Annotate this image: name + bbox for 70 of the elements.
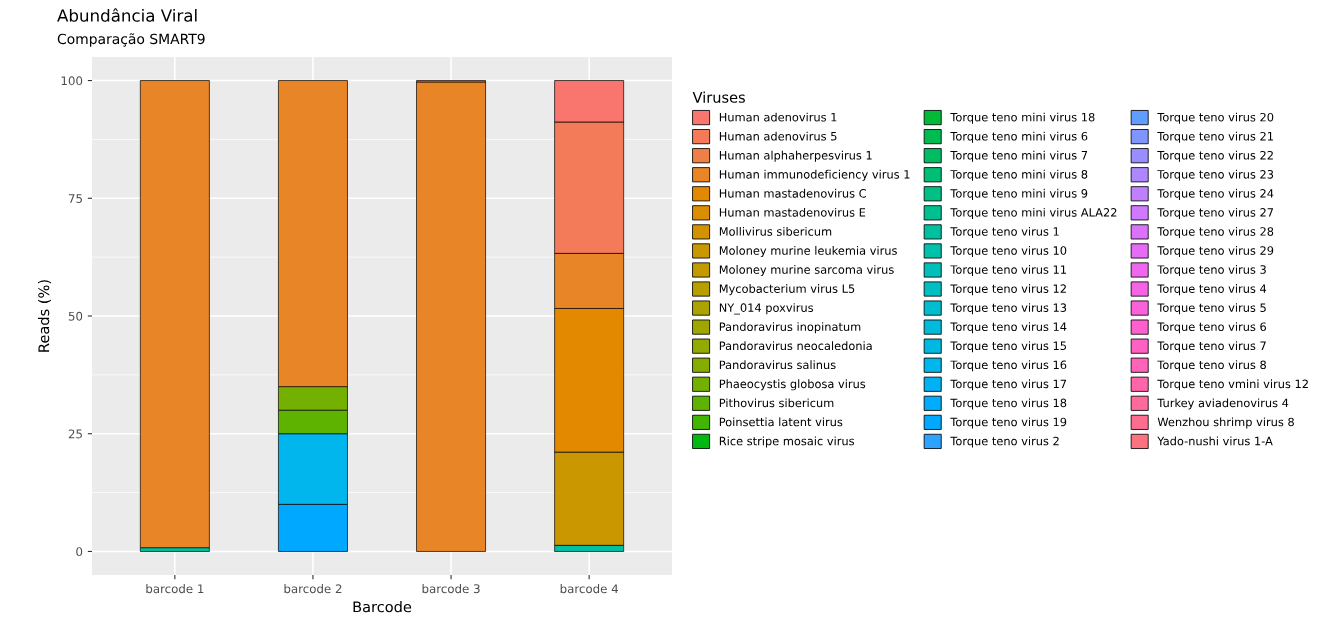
- legend-label: Moloney murine sarcoma virus: [719, 265, 894, 277]
- legend-label: Pandoravirus inopinatum: [719, 322, 861, 334]
- legend-label: Torque teno virus 13: [950, 303, 1067, 315]
- legend-label: Poinsettia latent virus: [719, 417, 843, 427]
- legend-label: Torque teno virus 10: [950, 246, 1067, 258]
- legend-label: Torque teno virus 8: [1157, 360, 1266, 372]
- legend-label: Wenzhou shrimp virus 8: [1157, 417, 1294, 429]
- legend-label: Torque teno mini virus 18: [950, 112, 1095, 124]
- legend-label: Torque teno vmini virus 12: [1157, 379, 1308, 391]
- legend-label: Human adenovirus 5: [719, 131, 837, 141]
- x-tick-label: barcode 2: [284, 584, 342, 594]
- x-axis-title: Barcode: [353, 601, 412, 613]
- legend-label: Torque teno virus 24: [1157, 188, 1274, 200]
- legend-label: Torque teno virus 12: [950, 284, 1066, 296]
- y-tick-label: 50: [68, 311, 83, 321]
- legend-label: Moloney murine leukemia virus: [719, 246, 897, 258]
- legend-label: Torque teno virus 15: [950, 341, 1067, 353]
- legend-label: Pithovirus sibericum: [719, 398, 834, 408]
- legend-label: Torque teno virus 23: [1157, 169, 1274, 181]
- legend-label: Torque teno virus 1: [950, 226, 1059, 238]
- legend-label: Mycobacterium virus L5: [719, 284, 855, 296]
- x-tick-label: barcode 3: [422, 584, 480, 594]
- legend-label: Torque teno virus 27: [1157, 207, 1274, 219]
- legend-label: NY_014 poxvirus: [719, 303, 814, 315]
- legend-label: Torque teno virus 16: [950, 360, 1067, 372]
- y-axis-title: Reads (%): [37, 280, 51, 352]
- legend-label: Torque teno virus 29: [1157, 246, 1274, 258]
- legend-label: Torque teno mini virus ALA22: [950, 207, 1117, 219]
- legend-label: Mollivirus sibericum: [719, 226, 832, 236]
- legend-label: Torque teno virus 6: [1157, 322, 1267, 334]
- legend-label: Pandoravirus salinus: [719, 360, 836, 370]
- legend-label: Human mastadenovirus E: [719, 207, 866, 217]
- legend-label: Human mastadenovirus C: [719, 188, 867, 198]
- legend-label: Torque teno virus 22: [1157, 150, 1273, 162]
- legend-label: Torque teno virus 28: [1157, 226, 1274, 238]
- legend-label: Rice stripe mosaic virus: [719, 436, 855, 448]
- legend-label: Torque teno mini virus 8: [950, 169, 1088, 181]
- y-tick-label: 0: [76, 547, 83, 557]
- legend-label: Human adenovirus 1: [719, 112, 837, 122]
- y-tick-label: 75: [68, 194, 82, 203]
- legend-label: Torque teno virus 21: [1157, 131, 1273, 143]
- y-tick-label: 100: [61, 76, 83, 86]
- legend-title: Viruses: [692, 91, 745, 103]
- legend-label: Torque teno virus 18: [950, 398, 1067, 410]
- legend-label: Torque teno mini virus 6: [950, 131, 1088, 143]
- legend-label: Yado-nushi virus 1-A: [1157, 436, 1273, 446]
- legend-label: Torque teno virus 5: [1157, 303, 1266, 315]
- legend-label: Turkey aviadenovirus 4: [1157, 398, 1289, 410]
- legend-label: Torque teno mini virus 9: [950, 188, 1088, 200]
- chart-title: Abundância Viral: [57, 8, 197, 22]
- legend-label: Phaeocystis globosa virus: [719, 379, 866, 391]
- legend-label: Torque teno virus 14: [950, 322, 1067, 334]
- legend-label: Torque teno mini virus 7: [950, 150, 1088, 162]
- chart-subtitle: Comparação SMART9: [57, 33, 205, 47]
- legend-label: Pandoravirus neocaledonia: [719, 341, 872, 351]
- legend-label: Torque teno virus 11: [950, 265, 1066, 277]
- legend-label: Human alphaherpesvirus 1: [719, 150, 872, 162]
- x-tick-label: barcode 4: [560, 584, 618, 594]
- legend-label: Torque teno virus 20: [1157, 112, 1274, 124]
- legend-label: Torque teno virus 17: [950, 379, 1067, 391]
- bar: [416, 81, 486, 552]
- legend-label: Torque teno virus 2: [950, 436, 1059, 448]
- bar: [139, 80, 210, 549]
- legend-label: Torque teno virus 4: [1157, 284, 1267, 296]
- legend-label: Torque teno virus 19: [950, 417, 1067, 429]
- x-tick-label: barcode 1: [146, 584, 204, 594]
- legend-label: Torque teno virus 3: [1157, 265, 1266, 277]
- legend-label: Torque teno virus 7: [1157, 341, 1266, 353]
- legend-label: Human immunodeficiency virus 1: [719, 169, 910, 181]
- y-tick-label: 25: [68, 429, 82, 439]
